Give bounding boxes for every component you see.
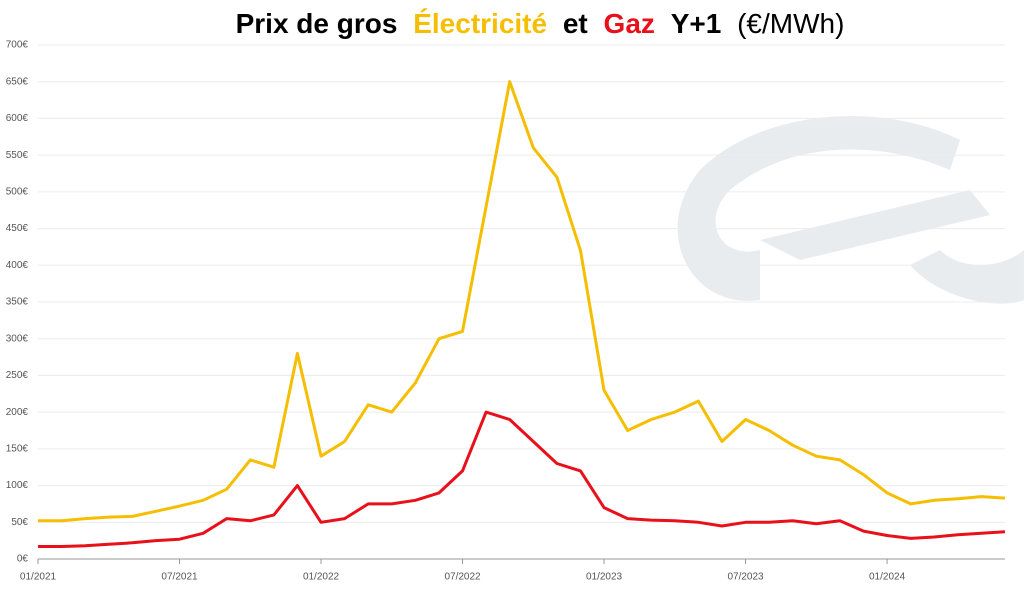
y-tick-label: 50€ (11, 517, 28, 528)
y-tick-label: 400€ (6, 260, 29, 271)
y-tick-label: 650€ (6, 76, 29, 87)
x-tick-label: 01/2024 (869, 572, 906, 583)
y-tick-label: 100€ (6, 480, 29, 491)
y-tick-label: 600€ (6, 113, 29, 124)
x-tick-label: 01/2022 (303, 572, 340, 583)
title-prefix: Prix de gros (236, 8, 398, 39)
y-tick-label: 350€ (6, 297, 29, 308)
title-joiner: et (563, 8, 588, 39)
y-tick-label: 450€ (6, 223, 29, 234)
x-tick-label: 01/2021 (20, 572, 57, 583)
title-unit: (€/MWh) (737, 8, 844, 39)
y-tick-label: 500€ (6, 186, 29, 197)
title-series: Gaz (604, 8, 655, 39)
y-tick-label: 200€ (6, 407, 29, 418)
watermark (677, 116, 1024, 304)
x-tick-label: 01/2023 (586, 572, 623, 583)
x-tick-label: 07/2022 (444, 572, 481, 583)
y-tick-label: 150€ (6, 443, 29, 454)
series-line (38, 410, 1006, 548)
y-tick-label: 0€ (17, 554, 29, 565)
series-line (38, 80, 1006, 523)
y-tick-label: 250€ (6, 370, 29, 381)
y-tick-label: 550€ (6, 150, 29, 161)
title-suffix: Y+1 (671, 8, 722, 39)
y-tick-label: 700€ (6, 40, 29, 51)
chart-title: Prix de gros Électricité et Gaz Y+1 (€/M… (236, 8, 845, 39)
x-tick-label: 07/2023 (727, 572, 764, 583)
y-tick-label: 300€ (6, 333, 29, 344)
x-tick-label: 07/2021 (161, 572, 198, 583)
title-series: Électricité (413, 8, 547, 39)
